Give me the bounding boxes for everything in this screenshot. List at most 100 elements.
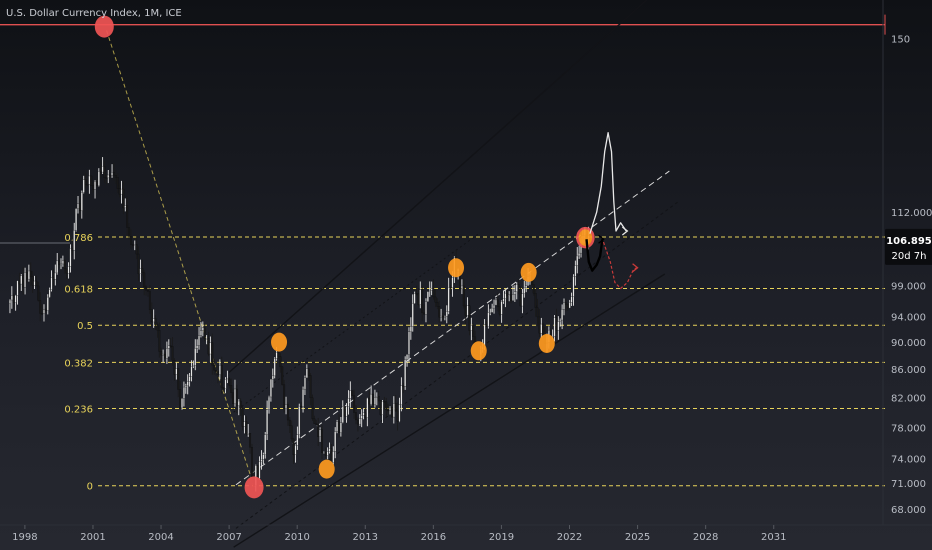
candle-body	[339, 422, 342, 433]
candle-body	[56, 260, 59, 274]
candle-body	[251, 446, 253, 480]
candle-body	[48, 289, 51, 298]
candle-body	[22, 275, 25, 288]
candle-body	[542, 323, 545, 335]
candle-body	[309, 375, 312, 398]
candle-body	[534, 293, 537, 308]
candle-body	[559, 319, 562, 322]
candle-body	[39, 300, 42, 314]
price-tick-label: 86.000	[891, 365, 926, 376]
candle-body	[425, 301, 427, 315]
candle-body	[209, 342, 212, 355]
time-tick-label: 2028	[693, 532, 718, 543]
candle-body	[266, 409, 269, 435]
channel-quarter-line	[235, 201, 679, 529]
time-tick-label: 2013	[353, 532, 378, 543]
candle-body	[154, 318, 157, 325]
candle-body	[186, 381, 189, 387]
channel-upper-line	[228, 0, 648, 373]
time-tick-label: 2016	[421, 532, 446, 543]
candle-body	[207, 338, 210, 355]
time-tick-label: 2025	[625, 532, 650, 543]
candle-body	[570, 296, 573, 303]
candle-body	[462, 285, 465, 307]
price-tick-label: 71.000	[891, 479, 926, 490]
candle-body	[281, 366, 284, 385]
candle-body	[60, 263, 62, 266]
pivot-marker	[318, 459, 335, 479]
candle-body	[563, 302, 565, 310]
candle-body	[345, 406, 348, 417]
candle-body	[377, 395, 380, 401]
candle-body	[52, 277, 55, 280]
candle-body	[296, 434, 299, 446]
candle-body	[217, 371, 219, 375]
time-tick-label: 2007	[216, 532, 241, 543]
candle-body	[239, 400, 242, 409]
candle-body	[44, 309, 47, 312]
candle-body	[135, 244, 138, 255]
candle-body	[521, 293, 524, 307]
candle-body	[319, 429, 322, 437]
candle-body	[426, 291, 429, 302]
candle-body	[111, 172, 114, 176]
candle-body	[372, 393, 374, 405]
candle-body	[442, 315, 444, 318]
candle-body	[370, 393, 373, 405]
candle-body	[330, 448, 333, 463]
candle-body	[88, 175, 91, 185]
price-tag-box	[885, 228, 932, 265]
candle-body	[305, 368, 308, 379]
candle-body	[298, 405, 301, 435]
candle-body	[307, 368, 310, 376]
candle-body	[143, 272, 146, 288]
candle-body	[294, 445, 297, 455]
candle-body	[275, 352, 278, 359]
candle-body	[525, 285, 528, 289]
candle-body	[302, 388, 305, 407]
candle-body	[408, 331, 410, 355]
candle-body	[398, 404, 401, 422]
candle-body	[417, 293, 420, 305]
candle-body	[175, 368, 178, 375]
candle-body	[90, 175, 93, 186]
candle-body	[260, 459, 263, 463]
candle-body	[277, 352, 280, 357]
candle-body	[46, 296, 49, 311]
candle-body	[182, 386, 185, 399]
price-tick-label: 82.000	[891, 394, 926, 405]
candle-body	[451, 277, 454, 288]
candle-body	[218, 365, 221, 375]
candle-body	[130, 236, 132, 245]
candle-body	[201, 327, 204, 331]
candle-body	[71, 248, 74, 251]
price-tick-label: 150	[891, 34, 910, 45]
candle-body	[107, 174, 110, 179]
candle-body	[387, 409, 390, 412]
candle-body	[78, 203, 81, 212]
candle-body	[358, 418, 361, 425]
candle-body	[326, 451, 329, 456]
candle-body	[355, 412, 357, 421]
candle-body	[264, 434, 267, 455]
candle-body	[113, 172, 115, 176]
candle-body	[258, 461, 261, 479]
candle-body	[105, 177, 108, 179]
time-tick-label: 2019	[489, 532, 514, 543]
candle-body	[179, 389, 182, 409]
candle-body	[92, 185, 95, 190]
candle-body	[392, 403, 395, 418]
candle-body	[165, 348, 168, 359]
candle-body	[99, 171, 102, 173]
candle-body	[300, 405, 303, 408]
price-tick-label: 74.000	[891, 455, 926, 466]
candle-body	[224, 379, 227, 390]
candle-body	[220, 365, 223, 388]
candle-body	[241, 408, 244, 427]
candle-body	[29, 270, 32, 278]
candle-body	[80, 192, 83, 212]
candle-body	[131, 244, 134, 246]
candle-body	[510, 294, 513, 301]
candle-body	[553, 317, 556, 337]
candle-body	[65, 268, 68, 274]
